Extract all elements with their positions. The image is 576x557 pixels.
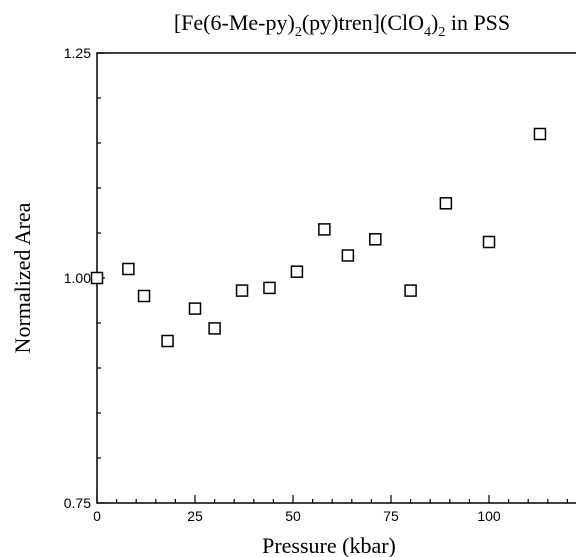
data-point bbox=[341, 249, 355, 262]
chart-title: [Fe(6-Me-py)2(py)tren](ClO4)2 in PSS bbox=[174, 10, 510, 40]
data-point bbox=[208, 322, 221, 335]
data-point bbox=[161, 334, 174, 348]
y-tick-label: 1.00 bbox=[64, 270, 91, 286]
data-point bbox=[482, 235, 496, 249]
data-point bbox=[290, 265, 304, 278]
title-sub-a: 2 bbox=[295, 25, 302, 40]
data-point bbox=[137, 289, 151, 303]
plot-frame bbox=[96, 52, 576, 504]
data-point bbox=[369, 233, 382, 246]
data-point bbox=[122, 262, 135, 276]
title-part-d: in PSS bbox=[445, 10, 510, 35]
y-tick-label: 0.75 bbox=[64, 495, 91, 511]
data-point bbox=[263, 281, 276, 295]
x-tick-label: 100 bbox=[477, 508, 501, 524]
x-tick-label: 50 bbox=[285, 508, 301, 524]
x-tick-label: 25 bbox=[187, 508, 203, 524]
data-point bbox=[188, 302, 202, 315]
y-axis-label: Normalized Area bbox=[10, 202, 35, 353]
x-axis-label: Pressure (kbar) bbox=[262, 533, 396, 557]
y-axis-ticks: 0.75 1.00 1.25 bbox=[64, 45, 105, 511]
data-point bbox=[404, 284, 417, 297]
data-point bbox=[439, 197, 453, 210]
title-part-a: [Fe(6-Me-py) bbox=[174, 10, 295, 35]
title-part-c: ) bbox=[431, 10, 438, 35]
x-tick-label: 0 bbox=[93, 508, 101, 524]
data-point bbox=[235, 284, 249, 297]
title-sub-c: 2 bbox=[438, 25, 445, 40]
data-point bbox=[90, 271, 104, 285]
data-point bbox=[318, 223, 331, 236]
x-tick-label: 75 bbox=[383, 508, 399, 524]
data-points bbox=[90, 127, 547, 348]
title-sub-b: 4 bbox=[424, 25, 431, 40]
y-tick-label: 1.25 bbox=[64, 45, 91, 61]
x-axis-ticks: 0255075100125 bbox=[93, 495, 576, 524]
data-point bbox=[533, 127, 547, 141]
title-part-b: (py)tren](ClO bbox=[302, 10, 424, 35]
